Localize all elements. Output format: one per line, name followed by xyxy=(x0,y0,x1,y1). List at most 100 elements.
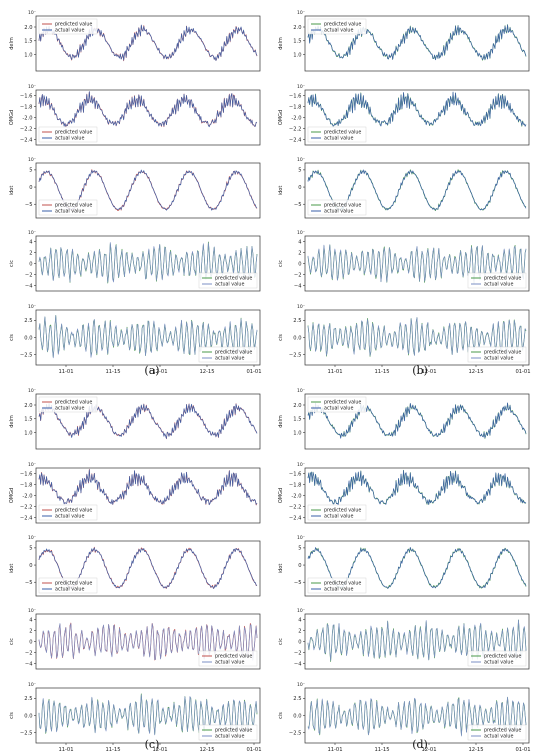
y-tick-label: 0 xyxy=(298,563,301,569)
axis-exponent: 10⁻ xyxy=(297,462,306,468)
y-axis-label: idot xyxy=(278,564,284,574)
subplot-a-omgd: 10⁻ −2.4 −2.2 -2.0 −1.8 −1.6 OMGd predicted val… xyxy=(9,84,261,146)
y-tick-label: −2.2 xyxy=(289,504,302,510)
axis-exponent: 10⁻ xyxy=(28,535,37,541)
y-tick-label: 5 xyxy=(298,546,301,552)
y-axis-label: idot xyxy=(9,564,15,574)
y-tick-label: 5 xyxy=(29,168,32,174)
y-axis-label: OMGd xyxy=(278,110,284,125)
plot-frame xyxy=(304,162,530,219)
y-tick-label: −4 xyxy=(25,661,33,667)
y-tick-label: −2 xyxy=(294,272,302,278)
y-tick-label: 2.5 xyxy=(24,318,32,324)
legend-label: predicted value xyxy=(55,400,92,406)
panel-caption: (c) xyxy=(145,738,160,751)
y-axis-label: idot xyxy=(9,186,15,196)
y-tick-label: −1.8 xyxy=(20,104,33,110)
y-tick-label: −5 xyxy=(294,580,302,586)
plot-frame xyxy=(304,15,530,72)
y-tick-label: −1.8 xyxy=(20,482,33,488)
y-tick-label: 0 xyxy=(29,185,32,191)
y-tick-label: −5 xyxy=(294,202,302,208)
x-tick-label: 11-15 xyxy=(105,369,120,375)
legend-label: predicted value xyxy=(324,400,361,406)
legend-label: actual value xyxy=(215,734,244,740)
axis-exponent: 10⁻ xyxy=(28,84,37,90)
y-axis-label: OMGd xyxy=(9,110,15,125)
axis-exponent: 10⁻ xyxy=(297,608,306,614)
y-tick-label: −2.5 xyxy=(20,352,33,358)
legend-label: predicted value xyxy=(215,728,252,734)
series-line-actual xyxy=(38,469,258,506)
y-tick-label: −2 xyxy=(294,650,302,656)
y-tick-label: 1.5 xyxy=(293,39,301,45)
series-line-actual xyxy=(38,694,258,736)
axis-exponent: 10⁻ xyxy=(28,682,37,688)
axis-exponent: 10⁻ xyxy=(28,157,37,163)
legend-label: actual value xyxy=(324,136,353,142)
axis-exponent: 10⁻ xyxy=(297,304,306,310)
subplot-d-omgd: 10⁻ −2.4 −2.2 -2.0 −1.8 −1.6 OMGd predicted val… xyxy=(278,462,530,524)
legend-label: predicted value xyxy=(55,130,92,136)
y-axis-label: delm xyxy=(278,415,284,428)
y-tick-label: -2.0 xyxy=(291,115,301,121)
legend-box xyxy=(307,396,367,413)
legend-box xyxy=(198,346,258,363)
legend-box xyxy=(38,18,98,35)
y-tick-label: 0 xyxy=(29,563,32,569)
x-tick-label: 12-15 xyxy=(468,747,483,753)
legend-label: predicted value xyxy=(484,350,521,356)
series-line-actual xyxy=(307,317,527,359)
legend-box xyxy=(38,199,98,216)
y-tick-label: 2.5 xyxy=(293,318,301,324)
y-tick-label: 0.0 xyxy=(24,713,32,719)
legend-label: actual value xyxy=(55,587,84,593)
x-tick-label: 11-01 xyxy=(327,369,342,375)
panel-caption: (a) xyxy=(144,364,159,377)
y-tick-label: 2 xyxy=(29,250,32,256)
axis-exponent: 10⁻ xyxy=(297,230,306,236)
y-tick-label: 1.0 xyxy=(24,430,32,436)
legend-box xyxy=(307,199,367,216)
axis-exponent: 10⁻ xyxy=(297,535,306,541)
y-tick-label: −2 xyxy=(25,650,33,656)
legend-label: actual value xyxy=(55,406,84,412)
y-axis-label: cic xyxy=(9,260,15,267)
y-tick-label: 2.5 xyxy=(24,696,32,702)
series-line-predicted xyxy=(307,92,527,127)
y-tick-label: 0 xyxy=(298,185,301,191)
legend-box xyxy=(307,577,367,594)
legend-label: actual value xyxy=(324,209,353,215)
x-tick-label: 12-01 xyxy=(421,747,436,753)
legend-label: predicted value xyxy=(55,22,92,28)
y-tick-label: −4 xyxy=(294,661,302,667)
legend-box xyxy=(307,504,367,521)
x-tick-label: 01-01 xyxy=(515,747,530,753)
legend-box xyxy=(38,126,98,143)
legend-label: actual value xyxy=(55,514,84,520)
axis-exponent: 10⁻ xyxy=(28,388,37,394)
legend-label: actual value xyxy=(215,660,244,666)
series-line-actual xyxy=(307,696,527,738)
y-tick-label: −1.6 xyxy=(20,93,33,99)
y-tick-label: 0 xyxy=(298,639,301,645)
subplot-c-omgd: 10⁻ −2.4 −2.2 -2.0 −1.8 −1.6 OMGd predicted val… xyxy=(9,462,261,524)
panel-caption: (d) xyxy=(412,738,428,751)
legend-label: predicted value xyxy=(484,728,521,734)
y-tick-label: 0.0 xyxy=(293,335,301,341)
y-tick-label: −2.4 xyxy=(289,137,302,143)
